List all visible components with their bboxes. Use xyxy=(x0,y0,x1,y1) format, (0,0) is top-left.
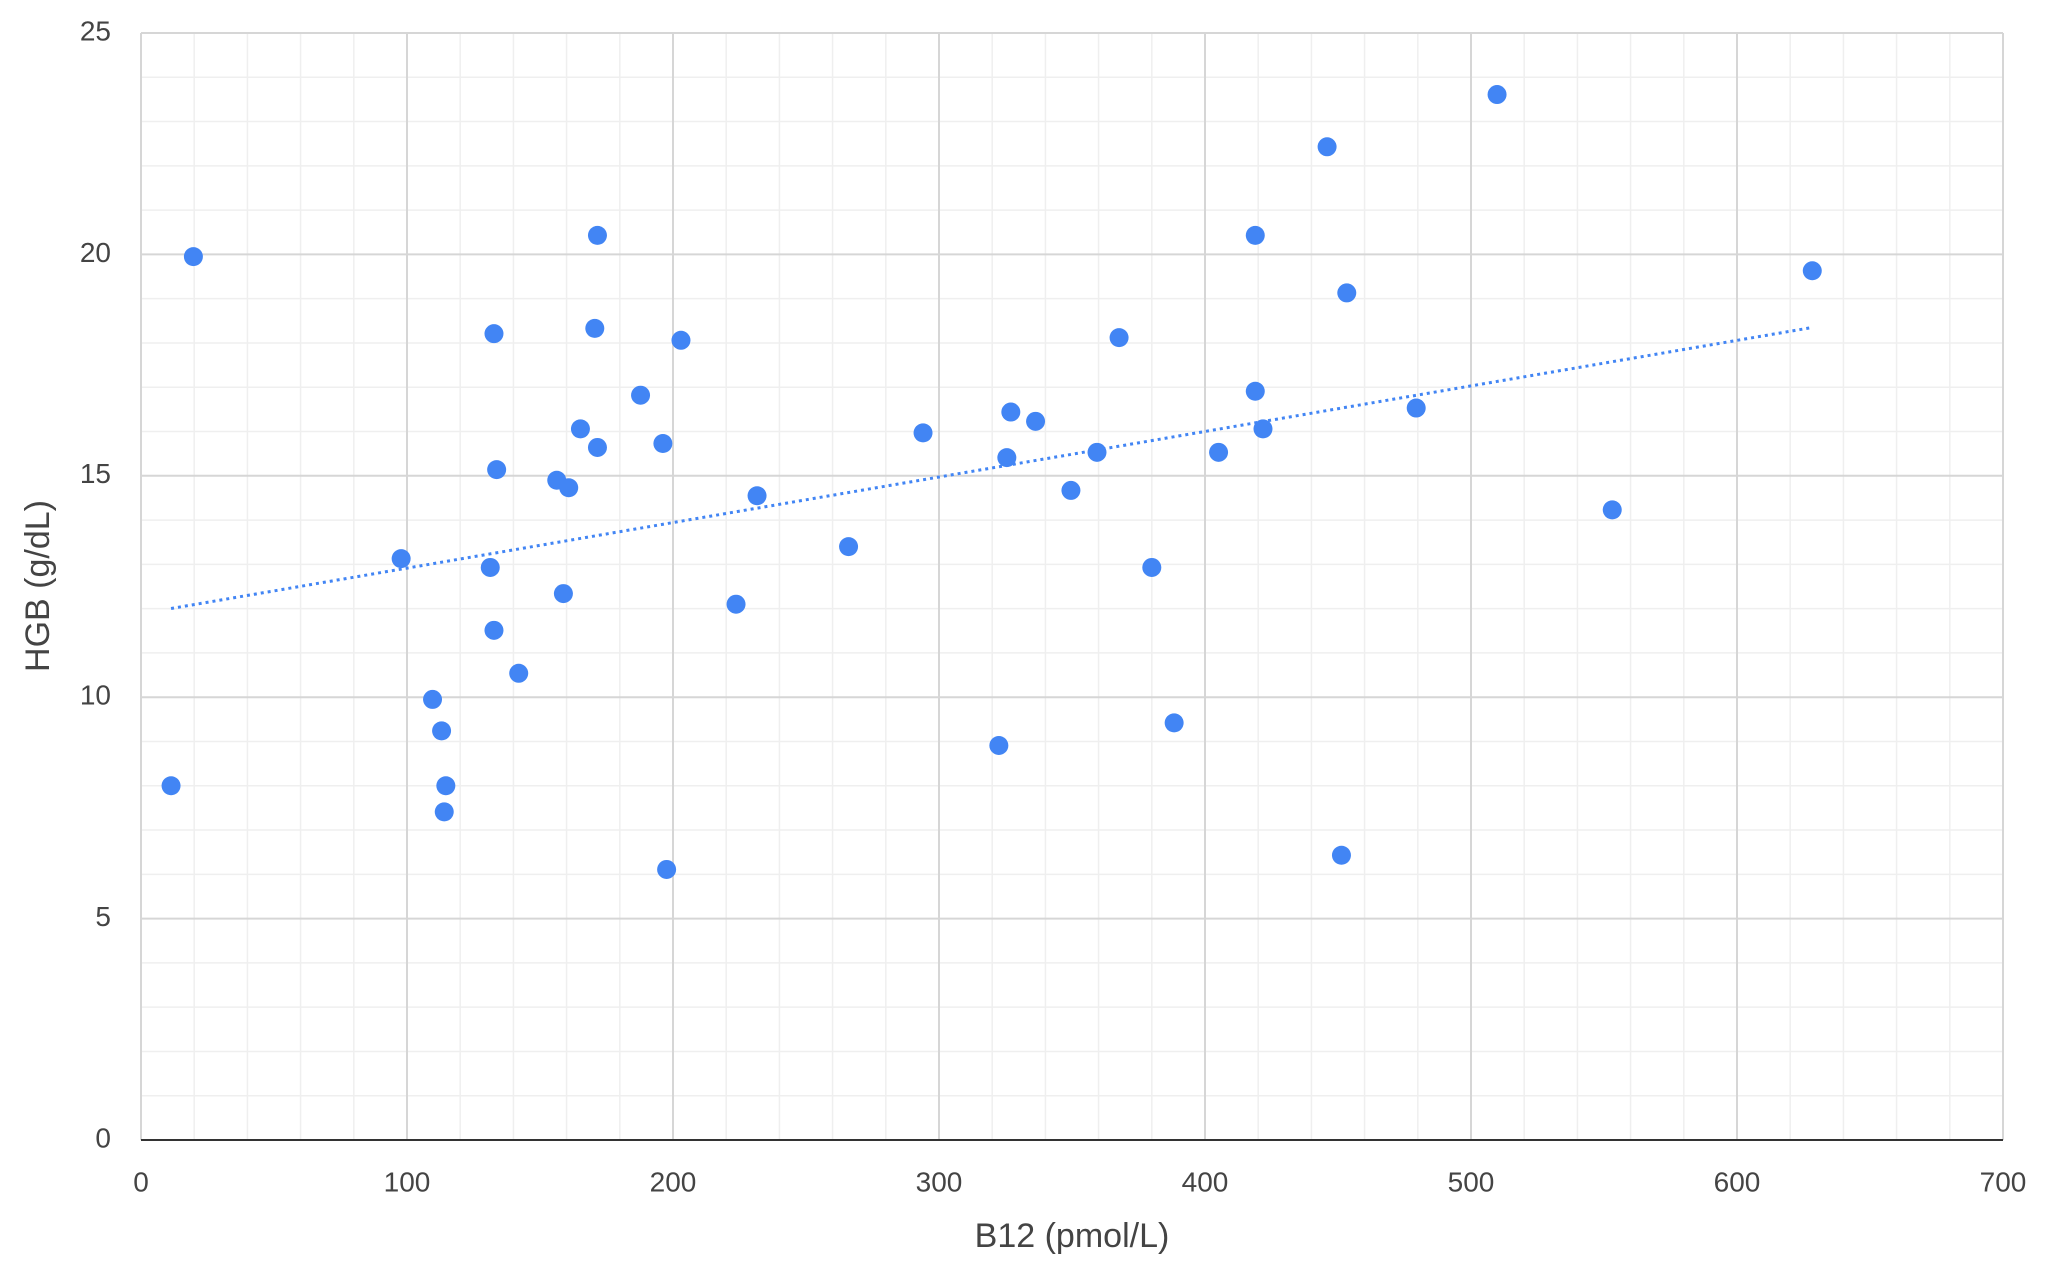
point xyxy=(570,419,590,439)
point xyxy=(1026,411,1046,431)
point xyxy=(1001,402,1021,422)
point xyxy=(432,721,452,741)
y-tick-label: 5 xyxy=(95,901,111,932)
point xyxy=(484,324,504,344)
point xyxy=(423,689,443,709)
point xyxy=(587,437,607,457)
point xyxy=(1245,225,1265,245)
point xyxy=(587,225,607,245)
x-tick-label: 100 xyxy=(384,1166,431,1197)
y-tick-label: 15 xyxy=(80,458,111,489)
point xyxy=(1406,398,1426,418)
y-tick-label: 0 xyxy=(95,1122,111,1153)
point xyxy=(183,247,203,267)
point xyxy=(484,620,504,640)
point xyxy=(631,385,651,405)
point xyxy=(509,663,529,683)
point xyxy=(1602,500,1622,520)
point xyxy=(1253,419,1273,439)
point xyxy=(1317,137,1337,157)
point xyxy=(1164,713,1184,733)
point xyxy=(747,486,767,506)
point xyxy=(1209,442,1229,462)
x-tick-label: 500 xyxy=(1448,1166,1495,1197)
point xyxy=(1487,85,1507,105)
point xyxy=(997,448,1017,468)
point xyxy=(585,318,605,338)
point xyxy=(480,557,500,577)
point xyxy=(1337,283,1357,303)
point xyxy=(1142,557,1162,577)
point xyxy=(1109,328,1129,348)
point xyxy=(657,859,677,879)
point xyxy=(1087,442,1107,462)
point xyxy=(726,594,746,614)
point xyxy=(839,537,859,557)
point xyxy=(436,776,456,796)
y-axis-title: HGB (g/dL) xyxy=(19,500,57,672)
point xyxy=(1245,381,1265,401)
x-tick-label: 600 xyxy=(1714,1166,1761,1197)
point xyxy=(989,735,1009,755)
point xyxy=(671,330,691,350)
x-tick-label: 400 xyxy=(1182,1166,1229,1197)
point xyxy=(559,478,579,498)
point xyxy=(391,549,411,569)
point xyxy=(487,460,507,480)
point xyxy=(653,433,673,453)
y-tick-label: 20 xyxy=(80,237,111,268)
point xyxy=(553,584,573,604)
y-tick-label: 25 xyxy=(80,15,111,46)
x-tick-label: 0 xyxy=(133,1166,149,1197)
point xyxy=(1802,261,1822,281)
x-axis-title: B12 (pmol/L) xyxy=(975,1217,1170,1255)
point xyxy=(161,776,181,796)
point xyxy=(434,802,454,822)
x-tick-label: 700 xyxy=(1980,1166,2027,1197)
x-tick-label: 300 xyxy=(916,1166,963,1197)
x-tick-label: 200 xyxy=(650,1166,697,1197)
trendline xyxy=(170,325,1813,610)
point xyxy=(1061,480,1081,500)
point xyxy=(913,423,933,443)
y-tick-label: 10 xyxy=(80,680,111,711)
point xyxy=(1331,845,1351,865)
